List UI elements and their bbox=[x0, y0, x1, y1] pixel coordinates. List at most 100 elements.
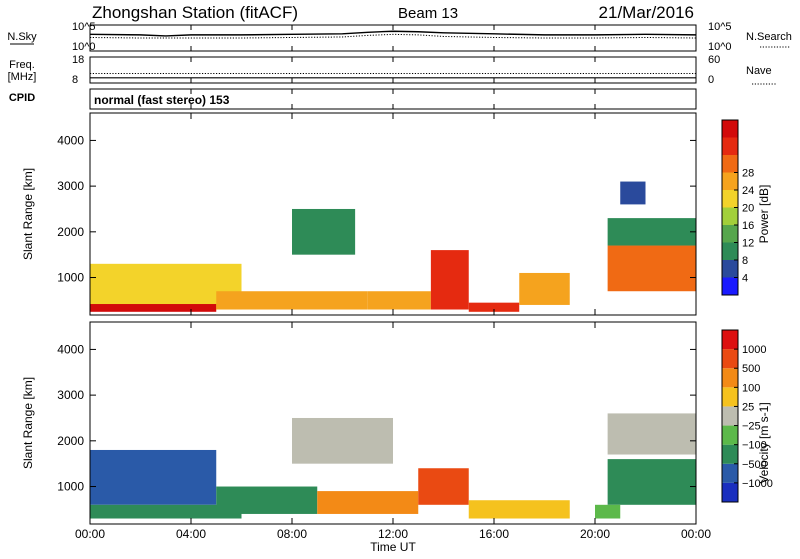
velocity-region-8 bbox=[607, 413, 696, 455]
velocity-ytick-label: 3000 bbox=[57, 388, 84, 402]
velocity-colorbar-tick-label: −100 bbox=[742, 440, 767, 452]
power-ytick-label: 1000 bbox=[57, 271, 84, 285]
velocity-colorbar-tick-label: 100 bbox=[742, 382, 760, 394]
velocity-colorbar-tick-label: 25 bbox=[742, 401, 754, 413]
freq-left-tick-top: 18 bbox=[72, 54, 84, 66]
freq-label-2: [MHz] bbox=[8, 71, 37, 83]
x-tick-label: 08:00 bbox=[277, 527, 307, 541]
velocity-panel: 1000 2000 3000 4000 Slant Range [km] 1000 50… bbox=[21, 321, 773, 525]
velocity-heatmap bbox=[90, 413, 696, 519]
velocity-colorbar: 1000 500 100 25 −25 −100 −500 −1000 bbox=[721, 329, 773, 503]
velocity-region-3 bbox=[317, 491, 419, 514]
power-colorbar-tick-label: 24 bbox=[742, 185, 754, 197]
power-region-1 bbox=[90, 304, 217, 312]
velocity-region-6 bbox=[468, 500, 570, 519]
x-tick-label: 04:00 bbox=[176, 527, 206, 541]
velocity-colorbar-swatch bbox=[722, 482, 738, 502]
velocity-colorbar-swatch bbox=[722, 406, 738, 426]
velocity-region-1 bbox=[90, 504, 242, 519]
velocity-colorbar-swatch bbox=[722, 368, 738, 388]
power-colorbar-swatch bbox=[722, 155, 738, 173]
velocity-region-7 bbox=[607, 459, 696, 505]
power-region-6 bbox=[468, 302, 520, 312]
velocity-region-4 bbox=[418, 468, 469, 505]
power-colorbar-swatch bbox=[722, 190, 738, 208]
x-tick-label: 16:00 bbox=[479, 527, 509, 541]
power-panel: 1000 2000 3000 4000 Slant Range [km] 4 8 12 16… bbox=[21, 112, 771, 316]
power-colorbar-tick-label: 16 bbox=[742, 220, 754, 232]
freq-right-tick-top: 60 bbox=[708, 54, 720, 66]
power-y-axis: 1000 2000 3000 4000 bbox=[57, 133, 696, 285]
noise-panel: N.Sky 10^5 10^0 10^5 10^0 N.Search bbox=[7, 21, 792, 53]
velocity-colorbar-swatch bbox=[722, 425, 738, 445]
power-colorbar: 4 8 12 16 20 24 28 bbox=[721, 119, 754, 296]
freq-right-tick-bottom: 0 bbox=[708, 74, 714, 86]
noise-right-tick-top: 10^5 bbox=[708, 21, 732, 33]
power-colorbar-tick-label: 4 bbox=[742, 273, 748, 285]
velocity-colorbar-swatch bbox=[722, 444, 738, 464]
x-tick-label: 00:00 bbox=[681, 527, 711, 541]
velocity-region-9 bbox=[595, 504, 621, 519]
cpid-label: CPID bbox=[9, 92, 35, 104]
x-tick-label: 12:00 bbox=[378, 527, 408, 541]
power-colorbar-tick-label: 28 bbox=[742, 168, 754, 180]
power-colorbar-swatch bbox=[722, 225, 738, 243]
power-colorbar-swatch bbox=[722, 172, 738, 190]
power-colorbar-swatch bbox=[722, 207, 738, 225]
velocity-ytick-label: 4000 bbox=[57, 342, 84, 356]
velocity-colorbar-tick-label: 500 bbox=[742, 363, 760, 375]
power-colorbar-swatch bbox=[722, 242, 738, 260]
noise-right-tick-bottom: 10^0 bbox=[708, 41, 732, 53]
power-y-axis-label: Slant Range [km] bbox=[21, 168, 35, 260]
nsky-series-line bbox=[89, 30, 697, 37]
velocity-y-axis-label: Slant Range [km] bbox=[21, 377, 35, 469]
plot-title: Zhongshan Station (fitACF) bbox=[92, 3, 298, 22]
velocity-colorbar-swatch bbox=[722, 330, 738, 350]
power-region-7 bbox=[519, 272, 570, 305]
power-colorbar-tick-label: 20 bbox=[742, 203, 754, 215]
beam-label: Beam 13 bbox=[398, 5, 458, 22]
power-heatmap bbox=[90, 181, 696, 312]
velocity-colorbar-label: Velocity [m s-1] bbox=[757, 402, 771, 483]
date-label: 21/Mar/2016 bbox=[599, 3, 694, 22]
velocity-colorbar-frame bbox=[721, 329, 739, 503]
noise-left-tick-top: 10^5 bbox=[72, 21, 96, 33]
power-region-2 bbox=[216, 291, 368, 310]
velocity-region-0 bbox=[90, 449, 217, 505]
freq-left-tick-bottom: 8 bbox=[72, 74, 78, 86]
power-region-9 bbox=[607, 218, 696, 246]
velocity-colorbar-swatch bbox=[722, 349, 738, 369]
power-colorbar-swatch bbox=[722, 277, 738, 295]
power-colorbar-swatch bbox=[722, 260, 738, 278]
velocity-region-2 bbox=[216, 486, 318, 514]
noise-right-label: N.Search bbox=[746, 31, 792, 43]
time-axis: 00:00 04:00 08:00 12:00 16:00 20:00 00:00 bbox=[75, 25, 711, 541]
power-region-8 bbox=[607, 245, 696, 292]
power-region-10 bbox=[620, 181, 646, 205]
cpid-mode-text: normal (fast stereo) 153 bbox=[94, 93, 230, 107]
velocity-colorbar-tick-label: −1000 bbox=[742, 478, 773, 490]
x-tick-label: 00:00 bbox=[75, 527, 105, 541]
nsearch-series-line bbox=[89, 33, 697, 39]
x-axis-label: Time UT bbox=[370, 540, 416, 554]
velocity-ytick-label: 2000 bbox=[57, 434, 84, 448]
velocity-colorbar-tick-label: −500 bbox=[742, 459, 767, 471]
velocity-colorbar-swatch bbox=[722, 387, 738, 407]
power-region-3 bbox=[292, 208, 356, 255]
velocity-colorbar-swatch bbox=[722, 463, 738, 483]
x-tick-label: 20:00 bbox=[580, 527, 610, 541]
power-region-5 bbox=[430, 250, 469, 310]
noise-left-label: N.Sky bbox=[7, 31, 37, 43]
power-colorbar-tick-label: 8 bbox=[742, 255, 748, 267]
cpid-panel: CPID normal (fast stereo) 153 bbox=[9, 88, 697, 110]
power-ytick-label: 3000 bbox=[57, 179, 84, 193]
freq-label-1: Freq. bbox=[9, 59, 35, 71]
velocity-colorbar-tick-label: 1000 bbox=[742, 344, 766, 356]
power-region-4 bbox=[367, 291, 431, 310]
power-ytick-label: 2000 bbox=[57, 225, 84, 239]
power-colorbar-swatch bbox=[722, 120, 738, 138]
velocity-ytick-label: 1000 bbox=[57, 480, 84, 494]
noise-left-tick-bottom: 10^0 bbox=[72, 41, 96, 53]
